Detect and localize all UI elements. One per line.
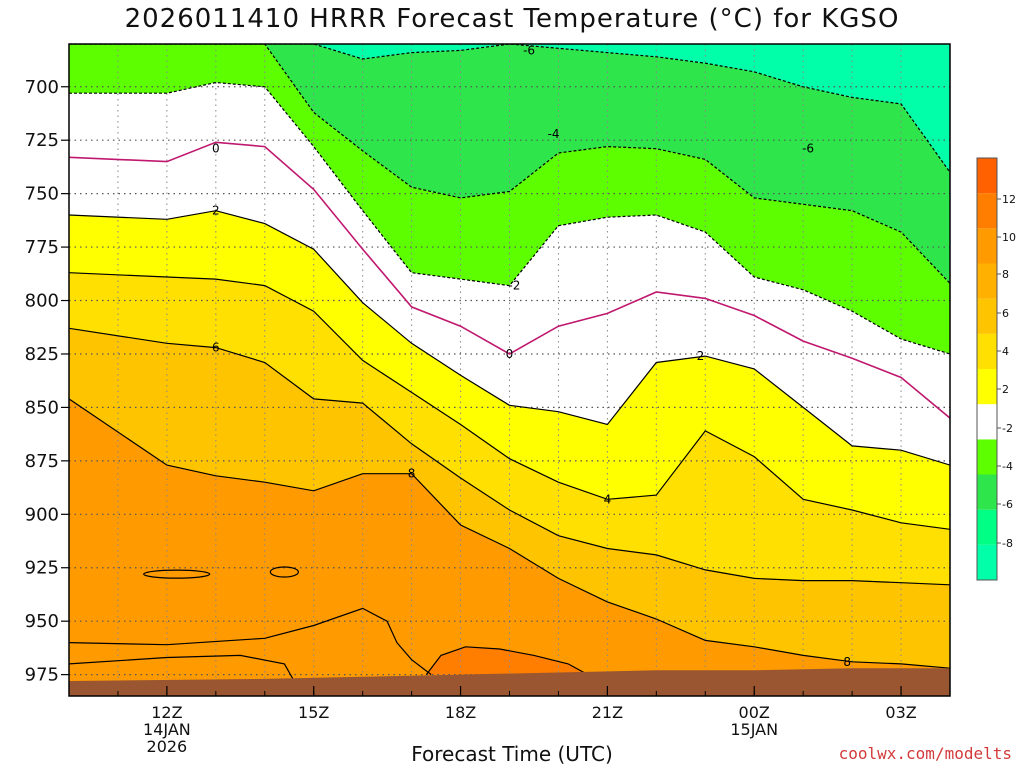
contour-4 (69, 272, 950, 530)
contour-labels: -6 -6 -4 -2 0 0 2 2 4 6 8 8 (212, 43, 851, 668)
source-credit: coolwx.com/modelts (838, 744, 1012, 763)
contour-low-0 (69, 607, 432, 676)
colorbar-label--2: -2 (1002, 422, 1013, 435)
contour-label-2: 2 (212, 204, 220, 218)
colorbar-segment-11 (977, 158, 997, 194)
colorbar-frame (976, 157, 998, 581)
y-tick-label-875: 875 (25, 451, 59, 472)
band--2-to-0 (69, 82, 950, 419)
colorbar-segment-1 (977, 509, 997, 545)
colorbar-segment-7 (977, 298, 997, 334)
y-tick-label-825: 825 (25, 344, 59, 365)
contour-label-0: 0 (506, 347, 514, 361)
contour-label--6: -6 (523, 43, 535, 57)
y-tick-label-850: 850 (25, 397, 59, 418)
colorbar-label--6: -6 (1002, 498, 1013, 511)
x-tick-label-12-0: 12Z (151, 703, 182, 722)
x-tick-label-24-0: 00Z (739, 703, 770, 722)
y-tick-label-800: 800 (25, 291, 59, 312)
colorbar-segment-9 (977, 228, 997, 264)
x-tick-label-21-0: 21Z (592, 703, 623, 722)
band-6-to-8 (69, 328, 950, 669)
colorbar-segment-10 (977, 193, 997, 229)
x-tick-label-12-2: 2026 (147, 737, 188, 756)
y-tick-label-750: 750 (25, 184, 59, 205)
band-warm-pocket (426, 646, 588, 675)
band-4-to-6 (69, 272, 950, 585)
band-0-to-2 (69, 142, 950, 466)
colorbar-label-4: 4 (1002, 345, 1009, 358)
contour-blob-b (269, 566, 299, 578)
band-2-to-4 (69, 210, 950, 530)
contour-label-8: 8 (843, 655, 851, 669)
y-tick-label-925: 925 (25, 558, 59, 579)
y-tick-label-950: 950 (25, 611, 59, 632)
contour-label-8: 8 (408, 467, 416, 481)
contour-8 (69, 398, 950, 669)
contour-lines (69, 44, 950, 682)
contour-2 (69, 210, 950, 466)
colorbar-segment-4 (977, 404, 997, 440)
contour-label--4: -4 (548, 127, 560, 141)
contour-warm-pocket (425, 646, 589, 676)
contour-label-2: 2 (697, 349, 705, 363)
y-tick-label-975: 975 (25, 665, 59, 686)
colorbar-segment-8 (977, 263, 997, 299)
x-axis-title: Forecast Time (UTC) (411, 742, 613, 766)
contour-label-4: 4 (604, 492, 612, 506)
colorbar-label-8: 8 (1002, 268, 1009, 281)
colorbar-segment-2 (977, 474, 997, 510)
chart-title: 2026011410 HRRR Forecast Temperature (°C… (124, 4, 900, 34)
x-tick-label-12-1: 14JAN (143, 720, 191, 739)
terrain-fill (69, 668, 950, 696)
y-axis: 700 725 750 775 800 825 850 875 900 925 950 975 (25, 77, 69, 686)
x-tick-label-27-0: 03Z (885, 703, 916, 722)
contour-6 (69, 327, 950, 586)
y-tick-label-725: 725 (25, 130, 59, 151)
colorbar-label--8: -8 (1002, 537, 1013, 550)
contour-label--2: -2 (508, 279, 520, 293)
y-tick-label-900: 900 (25, 504, 59, 525)
colorbar-segment-3 (977, 439, 997, 475)
y-tick-label-700: 700 (25, 77, 59, 98)
band-below-minus6 (69, 44, 950, 173)
band--6-to--4 (69, 44, 950, 284)
colorbar-label-12: 12 (1002, 193, 1016, 206)
colorbar-segment-0 (977, 544, 997, 580)
colorbar-label-2: 2 (1002, 383, 1009, 396)
x-tick-label-15-0: 15Z (298, 703, 329, 722)
colorbar-label-10: 10 (1002, 231, 1016, 244)
contour-label-6: 6 (212, 341, 220, 355)
terrain-ground (69, 668, 950, 696)
contour--2 (69, 81, 950, 355)
colorbar-label-6: 6 (1002, 307, 1009, 320)
contour-label--6: -6 (802, 142, 814, 156)
colorbar-legend: 12 10 8 6 4 2 -2 -4 -6 -8 (976, 157, 1016, 581)
x-tick-label-18-0: 18Z (445, 703, 476, 722)
colorbar-segment-5 (977, 369, 997, 405)
contour-blob-a (143, 569, 211, 579)
contour-low-1 (69, 654, 295, 682)
contour-0 (69, 141, 950, 419)
colorbar-label--4: -4 (1002, 460, 1013, 473)
y-tick-label-775: 775 (25, 237, 59, 258)
colorbar-segment-6 (977, 333, 997, 369)
x-tick-label-24-1: 15JAN (730, 720, 778, 739)
contour-label-0: 0 (212, 142, 220, 156)
